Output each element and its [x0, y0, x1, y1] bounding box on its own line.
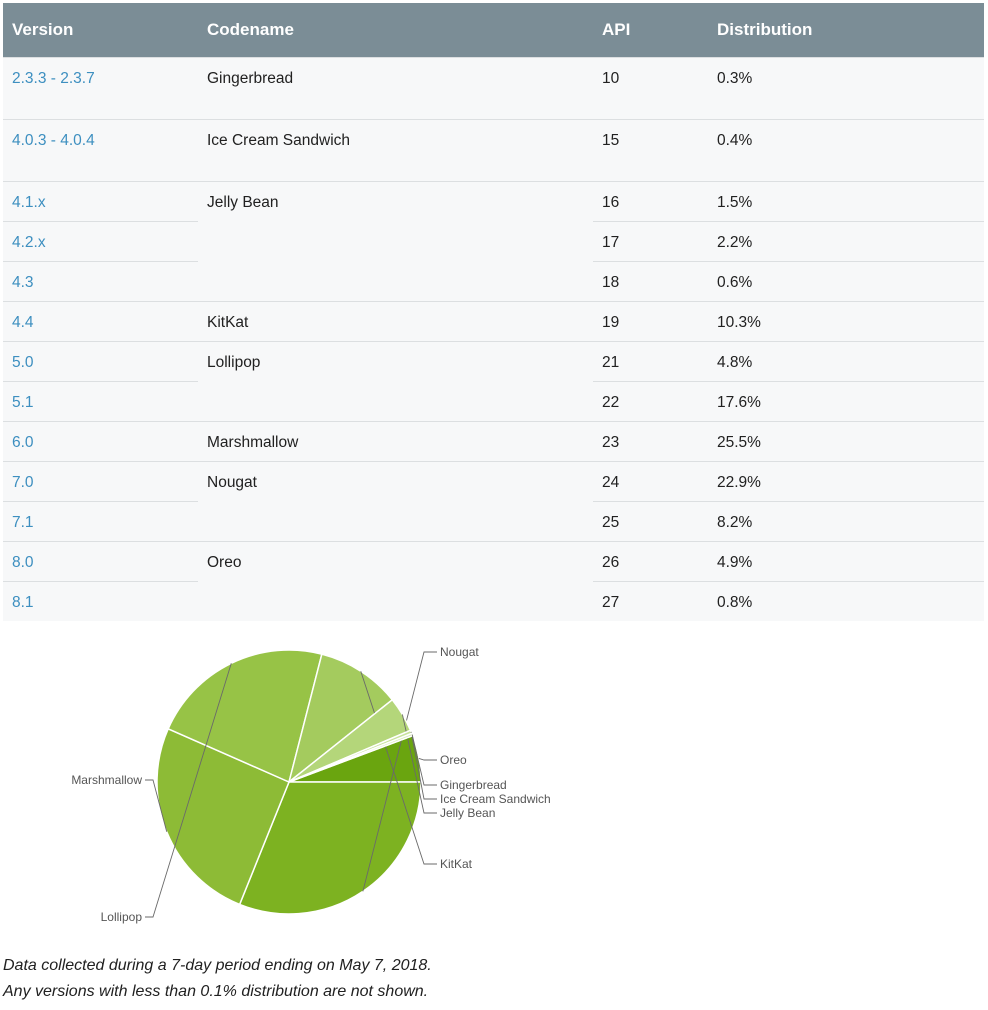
codename-cell: Gingerbread [198, 57, 593, 120]
version-link[interactable]: 4.2.x [3, 221, 198, 262]
slice-label-jelly-bean: Jelly Bean [440, 806, 495, 820]
slice-label-nougat: Nougat [440, 645, 479, 659]
distribution-cell: 0.3% [708, 57, 984, 120]
api-cell: 15 [593, 119, 708, 182]
table-row: 6.0 Marshmallow 23 25.5% [3, 421, 984, 462]
api-cell: 17 [593, 221, 708, 262]
codename-cell: Marshmallow [198, 421, 593, 462]
version-link[interactable]: 7.0 [3, 461, 198, 502]
table-row: 4.1.x Jelly Bean 16 1.5% [3, 181, 984, 302]
api-cell: 16 [593, 181, 708, 222]
slice-label-lollipop: Lollipop [101, 910, 143, 924]
version-link[interactable]: 4.0.3 - 4.0.4 [3, 119, 198, 182]
codename-cell: Nougat [198, 461, 593, 542]
distribution-cell: 17.6% [708, 381, 984, 422]
table-row: 4.3 18 0.6% [3, 261, 984, 302]
pie-chart: Oreo Nougat Marshmallow Lollipop KitKat Jelly… [71, 645, 551, 924]
api-cell: 24 [593, 461, 708, 502]
header-distribution: Distribution [708, 3, 984, 58]
leader-line-ice-cream-sandwich [410, 731, 437, 800]
table-row: 4.2.x 17 2.2% [3, 221, 984, 262]
api-cell: 10 [593, 57, 708, 120]
api-cell: 23 [593, 421, 708, 462]
distribution-cell: 0.8% [708, 581, 984, 621]
distribution-cell: 4.9% [708, 541, 984, 582]
distribution-cell: 2.2% [708, 221, 984, 262]
distribution-cell: 4.8% [708, 341, 984, 382]
version-link[interactable]: 5.0 [3, 341, 198, 382]
table-header-row: Version Codename API Distribution [3, 3, 984, 58]
distribution-cell: 10.3% [708, 301, 984, 342]
pie-slice-lollipop [167, 649, 323, 784]
version-link[interactable]: 8.0 [3, 541, 198, 582]
distribution-cell: 25.5% [708, 421, 984, 462]
table-row: 7.0 Nougat 24 22.9% [3, 461, 984, 542]
header-codename: Codename [198, 3, 593, 58]
api-cell: 21 [593, 341, 708, 382]
distribution-cell: 22.9% [708, 461, 984, 502]
leader-line-oreo [418, 758, 437, 761]
version-link[interactable]: 6.0 [3, 421, 198, 462]
slice-label-oreo: Oreo [440, 753, 467, 767]
version-link[interactable]: 4.4 [3, 301, 198, 342]
caption-note: Any versions with less than 0.1% distrib… [3, 983, 429, 1000]
leader-line-marshmallow [145, 779, 168, 832]
table-row: 8.0 Oreo 26 4.9% [3, 541, 984, 621]
table-row: 5.0 Lollipop 21 4.8% [3, 341, 984, 422]
header-api: API [593, 3, 708, 58]
api-cell: 26 [593, 541, 708, 582]
leader-line-lollipop [145, 663, 232, 918]
codename-cell: Lollipop [198, 341, 593, 422]
table-row: 5.1 22 17.6% [3, 381, 984, 422]
api-cell: 22 [593, 381, 708, 422]
caption-date: Data collected during a 7-day period end… [3, 957, 432, 974]
version-link[interactable]: 8.1 [3, 581, 198, 621]
version-link[interactable]: 2.3.3 - 2.3.7 [3, 57, 198, 120]
table-row: 4.0.3 - 4.0.4 Ice Cream Sandwich 15 0.4% [3, 119, 984, 182]
version-link[interactable]: 5.1 [3, 381, 198, 422]
distribution-table: Version Codename API Distribution 2.3.3 … [3, 3, 984, 621]
distribution-cell: 8.2% [708, 501, 984, 542]
distribution-cell: 0.4% [708, 119, 984, 182]
version-link[interactable]: 4.3 [3, 261, 198, 302]
table-row: 7.1 25 8.2% [3, 501, 984, 542]
distribution-cell: 1.5% [708, 181, 984, 222]
codename-cell: KitKat [198, 301, 593, 342]
version-link[interactable]: 4.1.x [3, 181, 198, 222]
table-row: 2.3.3 - 2.3.7 Gingerbread 10 0.3% [3, 57, 984, 120]
table-row: 4.4 KitKat 19 10.3% [3, 301, 984, 342]
leader-line-nougat [362, 651, 437, 892]
codename-cell: Oreo [198, 541, 593, 621]
slice-label-marshmallow: Marshmallow [71, 773, 142, 787]
distribution-cell: 0.6% [708, 261, 984, 302]
codename-cell: Ice Cream Sandwich [198, 119, 593, 182]
header-version: Version [3, 3, 198, 58]
leader-line-jelly-bean [401, 714, 437, 814]
api-cell: 19 [593, 301, 708, 342]
api-cell: 27 [593, 581, 708, 621]
api-cell: 18 [593, 261, 708, 302]
version-link[interactable]: 7.1 [3, 501, 198, 542]
slice-label-kitkat: KitKat [440, 857, 473, 871]
leader-line-gingerbread [411, 734, 437, 786]
slice-label-gingerbread: Gingerbread [440, 778, 507, 792]
api-cell: 25 [593, 501, 708, 542]
slice-label-ice-cream-sandwich: Ice Cream Sandwich [440, 792, 551, 806]
table-row: 8.1 27 0.8% [3, 581, 984, 621]
codename-cell: Jelly Bean [198, 181, 593, 302]
